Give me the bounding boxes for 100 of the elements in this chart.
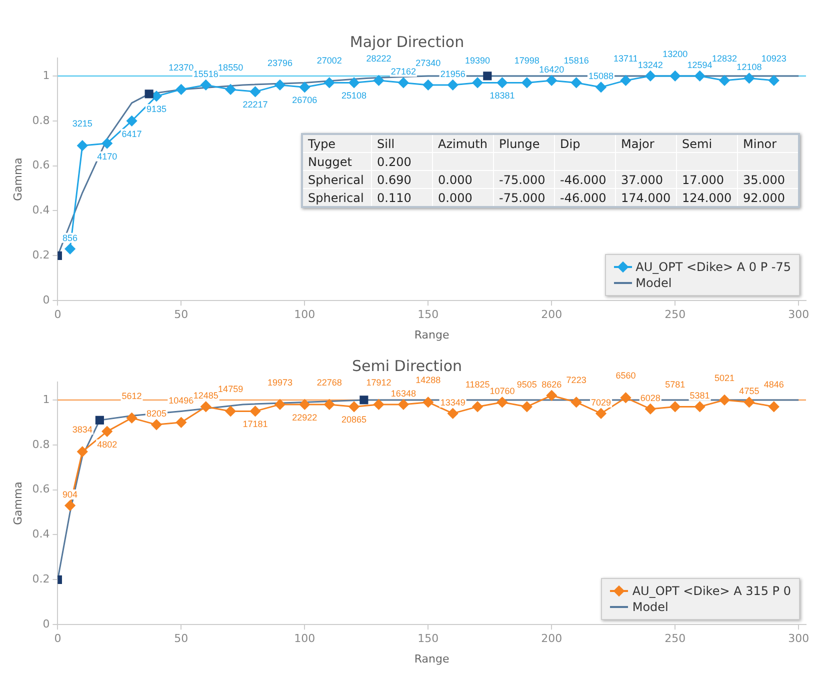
annotation: 28222 xyxy=(366,53,392,64)
annotation: 13349 xyxy=(440,397,466,408)
annotation: 17912 xyxy=(366,377,392,388)
annotation: 17998 xyxy=(514,56,540,66)
point xyxy=(768,401,780,412)
x-tick-label: 0 xyxy=(54,632,62,646)
annotation: 8205 xyxy=(146,408,166,419)
point xyxy=(448,80,458,90)
annotation: 7029 xyxy=(591,397,612,408)
annotation: 18550 xyxy=(218,62,244,72)
point xyxy=(596,82,606,92)
point xyxy=(274,80,286,90)
x-tick-label: 0 xyxy=(54,308,62,322)
annotation: 3215 xyxy=(72,118,92,129)
legend-label: Model xyxy=(636,275,672,291)
point xyxy=(151,419,162,430)
x-tick-label: 150 xyxy=(418,308,439,322)
point xyxy=(126,412,138,424)
annotation: 23796 xyxy=(267,58,292,68)
annotation: 16348 xyxy=(390,388,416,398)
point xyxy=(64,244,76,254)
point xyxy=(744,396,754,408)
annotation: 4846 xyxy=(764,380,784,390)
point xyxy=(176,417,186,428)
point xyxy=(719,394,730,406)
point xyxy=(571,77,582,88)
annotation: 18381 xyxy=(490,90,515,101)
annotation: 19973 xyxy=(267,377,292,388)
point xyxy=(694,70,706,82)
point xyxy=(620,75,631,86)
point xyxy=(144,90,154,98)
x-tick-label: 300 xyxy=(788,632,810,646)
chart-title: Major Direction xyxy=(350,32,464,51)
annotation: 6560 xyxy=(616,370,636,381)
point xyxy=(645,404,656,414)
point xyxy=(360,396,368,404)
annotation: 9135 xyxy=(146,104,166,114)
x-tick-label: 50 xyxy=(174,632,188,646)
point xyxy=(374,75,384,86)
y-tick-label: 0.8 xyxy=(32,438,50,451)
point xyxy=(225,406,236,416)
annotation: 14288 xyxy=(416,375,441,386)
point xyxy=(719,75,730,86)
point xyxy=(571,396,582,408)
x-tick-label: 100 xyxy=(294,308,316,322)
point xyxy=(200,80,212,90)
annotation: 6417 xyxy=(122,128,142,139)
x-tick-label: 250 xyxy=(664,632,686,646)
annotation: 4170 xyxy=(97,151,118,162)
y-tick-label: 0.2 xyxy=(32,572,50,586)
annotation: 5781 xyxy=(665,380,686,390)
x-tick-label: 200 xyxy=(541,308,562,322)
annotation: 20865 xyxy=(342,414,367,425)
point xyxy=(77,140,88,151)
x-tick-label: 300 xyxy=(788,308,810,322)
annotation: 10496 xyxy=(168,395,194,406)
y-tick-label: 1 xyxy=(42,68,50,82)
x-tick-label: 250 xyxy=(664,308,686,322)
x-tick-label: 200 xyxy=(541,632,562,646)
annotation: 10760 xyxy=(490,386,515,396)
point xyxy=(398,77,409,88)
point xyxy=(422,396,434,408)
y-axis-title: Gamma xyxy=(11,158,24,202)
annotation: 22922 xyxy=(292,412,318,422)
annotation: 904 xyxy=(62,490,78,500)
legend-label: AU_OPT <Dike> A 315 P 0 xyxy=(632,583,791,599)
annotation: 8626 xyxy=(542,379,562,390)
text: Nugget 0.200 xyxy=(308,154,412,168)
point xyxy=(768,75,780,86)
y-tick-label: 0.8 xyxy=(32,114,50,127)
point xyxy=(176,84,186,95)
point xyxy=(102,138,112,149)
x-tick-label: 100 xyxy=(294,632,316,646)
annotation: 15816 xyxy=(564,56,589,66)
legend-label: Model xyxy=(632,599,668,615)
annotation: 7223 xyxy=(566,375,586,386)
annotation: 15088 xyxy=(588,71,614,82)
annotation: 11825 xyxy=(465,380,490,390)
point xyxy=(64,500,76,511)
annotation: 17181 xyxy=(242,419,268,430)
chart-title: Semi Direction xyxy=(352,356,462,375)
annotation: 27162 xyxy=(390,66,416,77)
annotation: 13711 xyxy=(614,53,638,64)
annotation: 12370 xyxy=(168,62,194,72)
y-tick-label: 0.6 xyxy=(32,482,50,496)
point xyxy=(496,77,508,88)
x-axis-title: Range xyxy=(414,652,450,666)
point xyxy=(596,408,606,419)
point xyxy=(348,401,360,412)
annotation: 12832 xyxy=(712,53,738,64)
point xyxy=(496,396,508,408)
y-axis-title: Gamma xyxy=(11,482,24,526)
point xyxy=(126,116,138,126)
point xyxy=(670,70,680,82)
point xyxy=(620,392,631,403)
point xyxy=(670,401,680,412)
point xyxy=(299,399,310,410)
y-tick-label: 0 xyxy=(42,293,50,306)
point xyxy=(472,77,483,88)
annotation: 13200 xyxy=(662,48,688,59)
